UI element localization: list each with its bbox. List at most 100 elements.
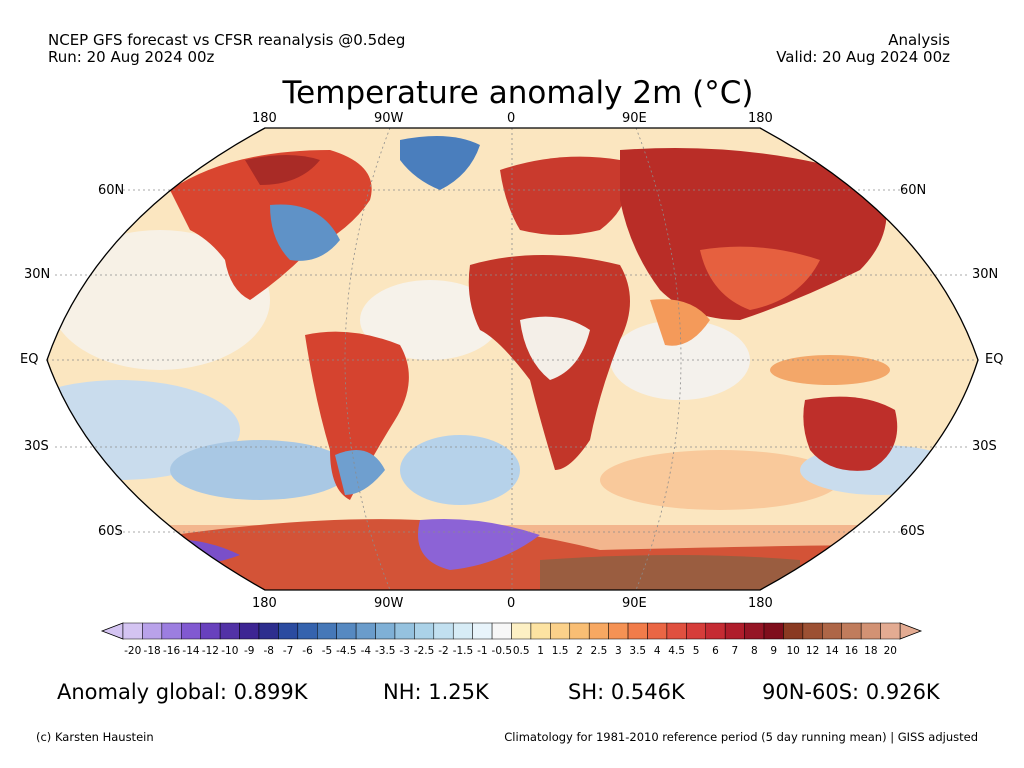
- colorbar-box-35: [802, 622, 823, 640]
- colorbar-box-37: [841, 622, 862, 640]
- indonesia: [770, 355, 890, 385]
- lat-label-30s-right: 30S: [972, 439, 997, 454]
- colorbar-box-16: [433, 622, 454, 640]
- colorbar-box-23: [569, 622, 590, 640]
- colorbar-box-31: [724, 622, 745, 640]
- colorbar-box-8: [278, 622, 299, 640]
- colorbar-box-15: [414, 622, 435, 640]
- colorbar-box-3: [181, 622, 201, 640]
- colorbar-box-36: [822, 622, 842, 640]
- model-description: NCEP GFS forecast vs CFSR reanalysis @0.…: [48, 31, 406, 49]
- colorbar-label: -8: [263, 645, 274, 657]
- climatology-note: Climatology for 1981-2010 reference peri…: [504, 730, 978, 744]
- colorbar-label: -4.5: [336, 645, 357, 657]
- south-atlantic-cold: [400, 435, 520, 505]
- colorbar-label: -14: [182, 645, 200, 657]
- lon-label-90w-bottom: 90W: [374, 596, 404, 611]
- lon-label-180-bottom: 180: [252, 596, 277, 611]
- graticule: [47, 127, 978, 591]
- colorbar-label: 4.5: [668, 645, 685, 657]
- colorbar-label: 12: [805, 645, 820, 657]
- colorbar-label: 2.5: [590, 645, 608, 657]
- indian-neutral: [610, 320, 750, 400]
- colorbar-box-0: [122, 622, 143, 640]
- colorbar-box-27: [647, 622, 668, 640]
- colorbar-box-25: [608, 622, 629, 640]
- colorbar-label: 20: [883, 645, 897, 657]
- colorbar-arrow-left: [100, 622, 124, 640]
- colorbar-box-19: [491, 622, 512, 640]
- colorbar-label: 3: [614, 645, 622, 657]
- colorbar-label: 9: [770, 645, 778, 657]
- colorbar-label: 16: [844, 645, 859, 657]
- colorbar-label: 14: [825, 645, 839, 657]
- colorbar-label: -3.5: [374, 645, 396, 657]
- asia: [620, 148, 887, 320]
- colorbar-box-32: [744, 622, 765, 640]
- lat-label-30n-left: 30N: [24, 267, 51, 282]
- colorbar-box-21: [530, 622, 551, 640]
- colorbar-label: 5: [692, 645, 700, 657]
- colorbar-box-29: [686, 622, 707, 640]
- lat-label-eq-right: EQ: [985, 352, 1004, 367]
- colorbar-box-7: [258, 622, 279, 640]
- colorbar-box-14: [394, 622, 415, 640]
- colorbar-box-20: [511, 622, 532, 640]
- pacific-neutral-north: [50, 230, 270, 370]
- colorbar-box-9: [297, 622, 318, 640]
- colorbar-box-2: [161, 622, 182, 640]
- colorbar-box-39: [880, 622, 901, 640]
- lat-label-30s-left: 30S: [24, 439, 49, 454]
- nh-anomaly: NH: 1.25K: [383, 680, 489, 704]
- china-warm: [700, 246, 820, 310]
- lat-label-30n-right: 30N: [972, 267, 999, 282]
- australia: [803, 396, 898, 471]
- colorbar-label: 2: [576, 645, 583, 657]
- lon-label-180e-top: 180: [748, 111, 773, 126]
- colorbar-label: 0.5: [512, 645, 530, 657]
- colorbar-label: -12: [201, 645, 219, 657]
- colorbar-label: -7: [282, 645, 294, 657]
- run-time: Run: 20 Aug 2024 00z: [48, 48, 215, 66]
- colorbar-box-12: [355, 622, 376, 640]
- colorbar-label: -18: [143, 645, 161, 657]
- colorbar-box-4: [200, 622, 221, 640]
- colorbar-label: -5: [321, 645, 333, 657]
- colorbar-box-18: [472, 622, 493, 640]
- colorbar-box-28: [666, 622, 687, 640]
- south-america: [305, 331, 409, 500]
- colorbar: [100, 622, 923, 640]
- colorbar-label: -2: [438, 645, 449, 657]
- lon-label-0-bottom: 0: [507, 596, 516, 611]
- colorbar-box-5: [219, 622, 240, 640]
- africa-neutral-patch: [520, 316, 590, 380]
- colorbar-label: 1.5: [551, 645, 569, 657]
- page-title: Temperature anomaly 2m (°C): [282, 75, 754, 111]
- colorbar-box-24: [588, 622, 609, 640]
- global-anomaly: Anomaly global: 0.899K: [57, 680, 308, 704]
- lat-label-eq-left: EQ: [20, 352, 39, 367]
- canada-hot: [245, 155, 320, 185]
- lon-label-0-top: 0: [507, 111, 516, 126]
- north-america: [170, 150, 372, 300]
- south-pacific-cold-2: [170, 440, 350, 500]
- indian-ocean-warm: [600, 450, 840, 510]
- colorbar-label: -0.5: [491, 645, 513, 657]
- meridian-90w: [344, 127, 391, 591]
- north-america-cold-patch: [270, 204, 340, 261]
- lon-label-90e-bottom: 90E: [622, 596, 647, 611]
- colorbar-label: -3: [399, 645, 410, 657]
- colorbar-box-1: [142, 622, 163, 640]
- colorbar-label: -1.5: [452, 645, 474, 657]
- colorbar-label: -4: [360, 645, 372, 657]
- colorbar-label: -2.5: [413, 645, 435, 657]
- colorbar-label: 8: [750, 645, 758, 657]
- analysis-label: Analysis: [888, 31, 950, 49]
- colorbar-label: 7: [731, 645, 739, 657]
- colorbar-box-30: [705, 622, 726, 640]
- colorbar-box-6: [239, 622, 260, 640]
- sh-anomaly: SH: 0.546K: [568, 680, 685, 704]
- colorbar-label: -16: [162, 645, 181, 657]
- polar-anomaly: 90N-60S: 0.926K: [762, 680, 940, 704]
